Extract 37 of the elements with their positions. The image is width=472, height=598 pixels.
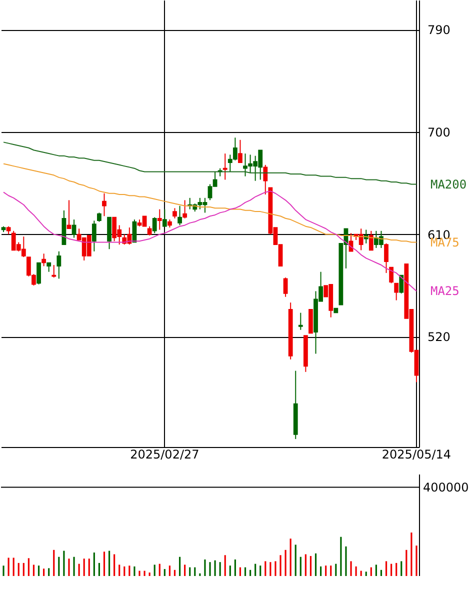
candlestick: [283, 277, 288, 298]
candlestick: [389, 266, 394, 284]
line-series: [3, 142, 417, 185]
candlestick: [182, 200, 188, 219]
candlestick: [147, 226, 152, 236]
candlestick: [92, 220, 96, 252]
candlestick: [107, 216, 112, 250]
candlestick: [102, 192, 106, 217]
candlestick: [56, 250, 62, 280]
text: 400000: [423, 480, 469, 494]
candlestick: [178, 205, 182, 226]
candlestick: [42, 253, 46, 267]
y-tick-label: 520: [428, 330, 450, 344]
candlestick: [368, 230, 374, 251]
candlestick: [263, 164, 268, 195]
candlestick: [52, 264, 56, 278]
line-series: [3, 190, 417, 292]
y-tick-label: 790: [428, 23, 450, 38]
candlestick: [394, 282, 399, 301]
candlestick: [46, 262, 52, 272]
x-tick-label: 2025/05/14: [382, 448, 452, 462]
candlestick: [298, 312, 303, 330]
candlestick: [97, 212, 102, 222]
y-tick-label: 700: [428, 125, 450, 140]
x-tick-label: 2025/02/27: [130, 448, 200, 462]
series-label: MA25: [430, 284, 460, 298]
candlestick: [36, 262, 41, 285]
series-label: MA200: [430, 177, 467, 192]
candlestick: [308, 308, 313, 334]
candlestick: [399, 274, 404, 294]
candlestick: [384, 242, 388, 274]
candlestick: [162, 208, 167, 227]
candlestick: [238, 139, 242, 164]
candlestick: [172, 208, 177, 219]
candlestick: [157, 208, 162, 230]
candlestick: [222, 153, 228, 180]
candlestick: [152, 216, 157, 234]
